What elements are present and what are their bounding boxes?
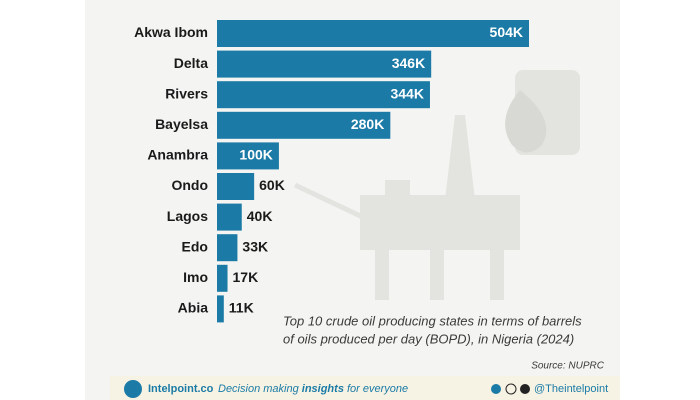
illustration — [293, 70, 580, 300]
handle: @Theintelpoint — [534, 383, 608, 395]
value-label: 100K — [239, 147, 272, 163]
derrick — [445, 115, 475, 200]
bar — [217, 20, 529, 47]
cabin — [385, 180, 410, 200]
category-label: Imo — [183, 269, 208, 285]
tagline: Decision making insights for everyone — [218, 383, 408, 395]
caption: Top 10 crude oil producing states in ter… — [283, 313, 582, 328]
value-label: 17K — [233, 269, 259, 285]
leg — [490, 250, 504, 300]
leg — [430, 250, 444, 300]
instagram-icon[interactable] — [505, 383, 517, 395]
bar — [217, 81, 430, 109]
value-label: 504K — [490, 24, 523, 40]
bar — [217, 234, 238, 262]
category-label: Ondo — [171, 177, 208, 193]
platform — [360, 195, 520, 250]
category-label: Lagos — [167, 208, 208, 224]
category-label: Anambra — [147, 147, 208, 163]
bar — [217, 173, 255, 200]
value-label: 346K — [392, 55, 425, 71]
category-label: Bayelsa — [155, 116, 208, 132]
leg — [375, 250, 389, 300]
bar — [217, 264, 228, 292]
x-icon[interactable] — [491, 384, 501, 394]
value-label: 11K — [229, 300, 254, 316]
category-label: Edo — [182, 238, 208, 254]
value-label: 40K — [247, 208, 273, 224]
tagline-part: for everyone — [344, 383, 408, 395]
bar — [217, 111, 391, 139]
value-label: 60K — [259, 177, 285, 193]
category-label: Akwa Ibom — [134, 24, 208, 40]
crane — [293, 182, 392, 233]
value-label: 280K — [351, 116, 384, 132]
bar — [217, 295, 224, 323]
caption: of oils produced per day (BOPD), in Nige… — [283, 331, 574, 346]
brand: Intelpoint.co — [148, 383, 214, 395]
bar — [217, 142, 279, 170]
category-label: Abia — [178, 300, 209, 316]
value-label: 344K — [390, 85, 423, 101]
logo — [124, 380, 142, 398]
category-label: Delta — [174, 55, 208, 71]
bars: Akwa Ibom 504K Delta 346K Rivers 344K Bayelsa 2… — [134, 20, 529, 323]
source: Source: NUPRC — [531, 361, 605, 372]
category-label: Rivers — [165, 85, 208, 101]
tagline-part: Decision making — [218, 383, 302, 395]
tagline-part: insights — [302, 383, 344, 395]
bar — [217, 50, 432, 78]
footer-bar — [110, 376, 620, 400]
facebook-icon[interactable] — [520, 384, 530, 394]
bar — [217, 203, 242, 231]
drop — [505, 90, 547, 153]
value-label: 33K — [242, 238, 268, 254]
